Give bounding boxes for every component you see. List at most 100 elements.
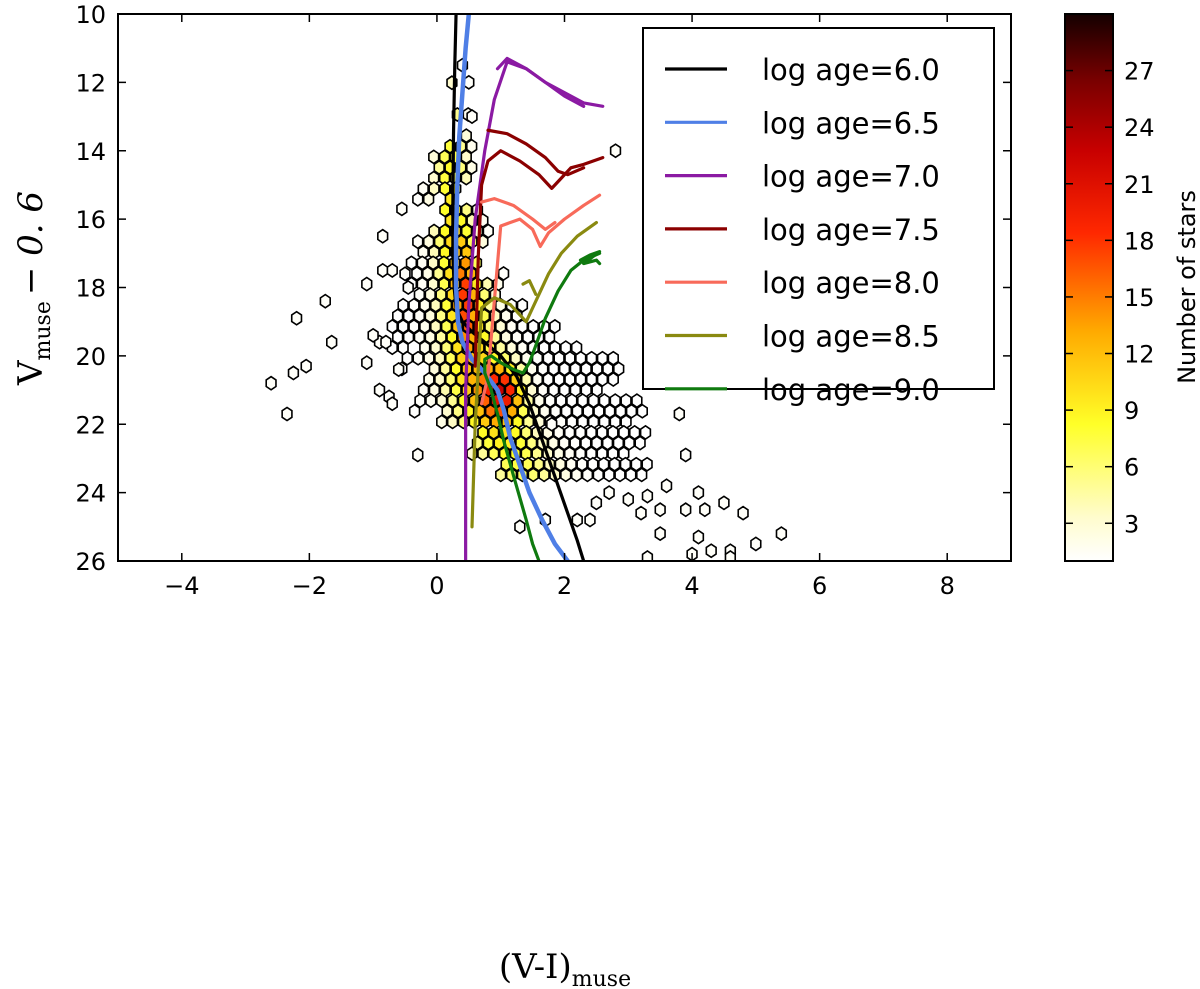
hexbin-cell: [460, 170, 472, 186]
hexbin-cell: [673, 406, 686, 422]
hexbin-cell: [525, 435, 538, 451]
isochrone-line: [521, 279, 538, 296]
hexbin-cell: [413, 329, 426, 345]
hexbin-cell: [495, 318, 507, 335]
hexbin-cell: [435, 329, 447, 345]
hexbin-cell: [608, 456, 621, 472]
hexbin-cell: [419, 297, 431, 313]
hexbin-cell: [516, 297, 529, 313]
hexbin-cell: [506, 403, 518, 419]
hexbin-cell: [440, 318, 453, 335]
hexbin-cell: [641, 456, 653, 472]
isochrone-lines: [451, 14, 605, 561]
hexbin-cell: [405, 255, 418, 271]
colorbar-tick-label: 24: [1124, 114, 1155, 142]
hexbin-cell: [549, 318, 561, 335]
hexbin-cell: [446, 393, 459, 409]
hexbin-cell: [622, 491, 634, 507]
x-tick-label: −4: [164, 572, 199, 600]
colorbar-tick-label: 3: [1124, 510, 1139, 538]
hexbin-cell: [361, 355, 373, 371]
hexbin-cell: [591, 361, 603, 377]
legend-label: log age=8.0: [762, 266, 940, 300]
y-tick-label: 20: [75, 343, 106, 371]
hexbin-cell: [591, 435, 603, 451]
hexbin-cell: [488, 446, 500, 462]
x-tick-label: 0: [429, 572, 444, 600]
hexbin-cell: [527, 467, 539, 483]
hexbin-cell: [419, 318, 431, 335]
hexbin-cell: [522, 329, 534, 345]
hexbin-cell: [517, 403, 529, 419]
hexbin-cell: [604, 403, 616, 419]
x-axis: −4 −2 0 2 4 6 8: [164, 14, 955, 600]
hexbin-cell: [446, 414, 459, 430]
legend-label: log age=6.5: [762, 106, 940, 140]
hexbin-cell: [411, 265, 423, 282]
isochrone-line: [451, 14, 586, 561]
hexbin-cell: [641, 488, 654, 504]
hexbin-cell: [428, 223, 440, 239]
hexbin-cell: [466, 138, 478, 154]
hexbin-cell: [699, 502, 711, 518]
hexbin-cell: [625, 403, 638, 419]
hexbin-cell: [495, 467, 507, 483]
hexbin-cell: [598, 393, 611, 409]
isochrone-line: [473, 149, 605, 368]
hexbin-cell: [482, 435, 494, 451]
hexbin-cell: [692, 529, 705, 545]
hexbin-cell: [434, 371, 446, 388]
hexbin-cell: [532, 456, 545, 472]
legend-label: log age=7.5: [762, 213, 940, 247]
hexbin-cell: [660, 478, 673, 494]
hexbin-cell: [547, 435, 560, 451]
hexbin-cell: [587, 393, 600, 409]
hexbin-cell: [425, 393, 437, 409]
hexbin-cell: [416, 255, 428, 271]
hexbin-cell: [576, 456, 588, 472]
legend-label: log age=7.0: [762, 160, 940, 194]
hexbin-cell: [623, 435, 635, 451]
hexbin-cell: [444, 371, 457, 388]
hexbin-cell: [432, 265, 445, 282]
hexbin-cell: [565, 456, 577, 472]
x-tick-label: 8: [940, 572, 955, 600]
colorbar-tick-label: 6: [1124, 454, 1139, 482]
hexbin-cell: [607, 350, 619, 366]
hexbin-cell: [724, 550, 737, 561]
hexbin-cell: [412, 234, 424, 250]
hexbin-cell: [584, 512, 596, 528]
y-tick-label: 16: [75, 206, 106, 234]
hexbin-cell: [482, 223, 494, 239]
hexbin-cell: [514, 519, 526, 535]
hexbin-cell: [634, 435, 646, 451]
isochrone-line: [453, 14, 570, 561]
hexbin-cell: [603, 485, 615, 501]
hexbin-cell: [438, 255, 450, 271]
hexbin-cell: [592, 467, 604, 483]
colorbar-tick-label: 12: [1124, 341, 1155, 369]
hexbin-cell: [392, 329, 404, 345]
hexbin-cell: [417, 181, 429, 197]
hexbin-cell: [596, 350, 609, 366]
hexbin-cell: [531, 371, 544, 388]
hexbin-cell: [377, 228, 389, 244]
hexbin-cell: [466, 159, 478, 176]
hexbin-cell: [402, 329, 415, 345]
hexbin-cell: [422, 191, 435, 207]
hexbin-cell: [564, 371, 576, 388]
hexbin-cell: [433, 159, 445, 176]
hexbin-cell: [570, 467, 583, 483]
isochrone-line: [486, 128, 586, 177]
hexbin-cell: [571, 512, 583, 528]
hexbin-cell: [641, 550, 654, 561]
legend: log age=6.0 log age=6.5 log age=7.0 log age…: [642, 27, 995, 407]
hexbin-cell: [460, 149, 472, 165]
hexbin-cell: [569, 435, 581, 451]
isochrone-line: [479, 197, 557, 231]
hexbin-cell: [423, 371, 435, 388]
hexbin-cell: [636, 403, 649, 419]
hexbin-cell: [692, 485, 705, 501]
hexbin-cell: [553, 350, 565, 366]
hexbin-cell: [538, 467, 550, 483]
